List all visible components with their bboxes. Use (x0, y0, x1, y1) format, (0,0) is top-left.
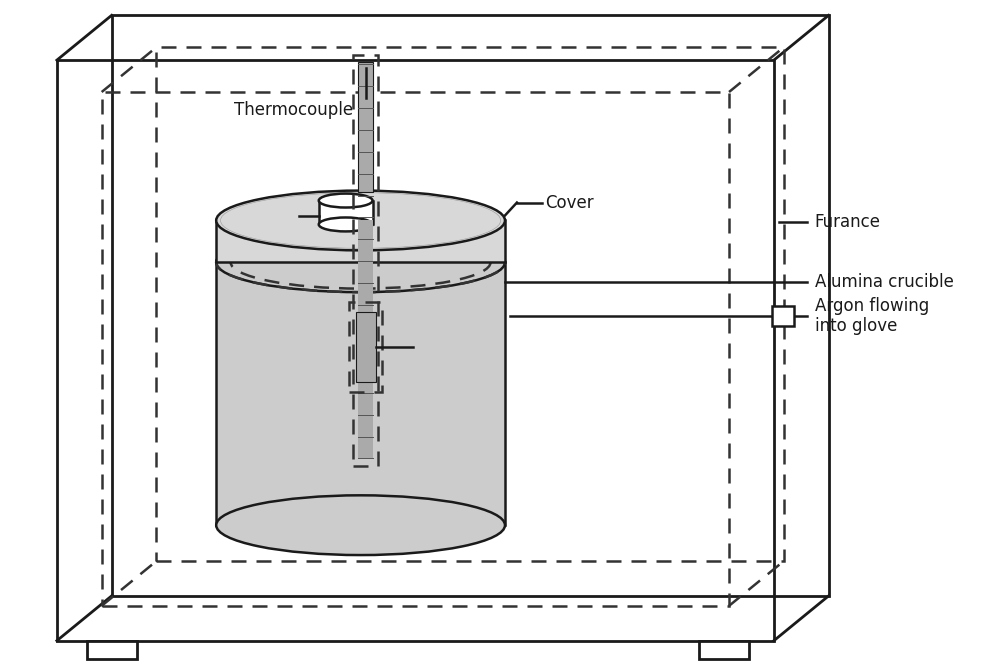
Text: Furance: Furance (815, 213, 881, 232)
Text: Cover: Cover (545, 193, 593, 212)
Text: LBE: LBE (266, 404, 305, 424)
Bar (358, 62, 373, 192)
Text: Thermocouple: Thermocouple (234, 101, 354, 119)
Polygon shape (319, 201, 373, 224)
Text: Argon flowing
into glove: Argon flowing into glove (815, 297, 929, 335)
Text: Alumina crucible: Alumina crucible (815, 273, 954, 291)
Bar (353, 55, 378, 466)
Bar (772, 306, 794, 326)
Polygon shape (216, 220, 505, 262)
Ellipse shape (216, 232, 505, 292)
Bar (87, 641, 137, 659)
Bar (358, 220, 373, 458)
Text: Holder: Holder (241, 207, 296, 226)
Ellipse shape (216, 495, 505, 555)
Bar (699, 641, 749, 659)
Bar (356, 312, 376, 382)
Text: Sample: Sample (415, 338, 478, 356)
Ellipse shape (319, 194, 373, 208)
Polygon shape (216, 262, 505, 525)
Ellipse shape (216, 191, 505, 250)
Bar (349, 302, 382, 392)
Ellipse shape (319, 218, 373, 232)
